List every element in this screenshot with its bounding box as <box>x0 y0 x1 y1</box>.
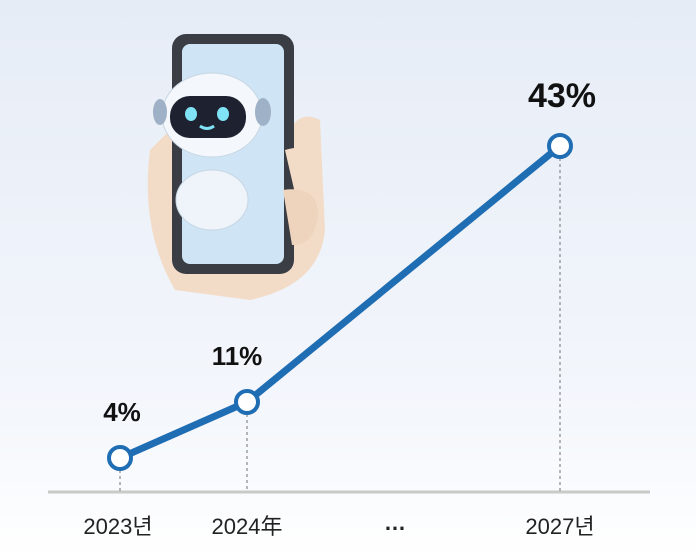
value-label: 11% <box>212 341 263 371</box>
value-label: 4% <box>103 397 141 427</box>
value-label: 43% <box>528 77 596 115</box>
x-tick-label: 2023년 <box>83 514 152 539</box>
x-ellipsis: … <box>384 510 406 535</box>
data-point <box>547 133 573 159</box>
x-tick-label: 2027년 <box>525 514 594 539</box>
data-point <box>107 445 133 471</box>
data-point <box>234 389 260 415</box>
x-tick-label: 2024年 <box>212 514 283 539</box>
illustration <box>147 34 325 301</box>
